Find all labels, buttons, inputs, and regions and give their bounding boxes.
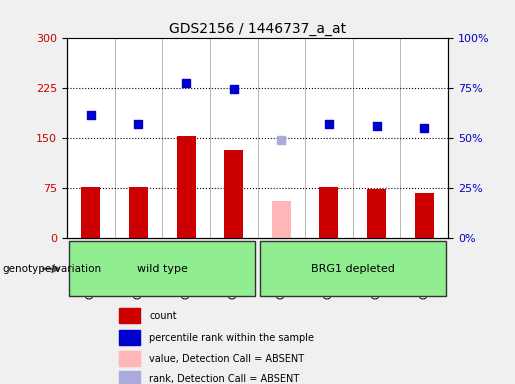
Text: percentile rank within the sample: percentile rank within the sample (149, 333, 314, 343)
Point (420, 124, 428, 131)
Bar (119, 351, 141, 366)
Point (87, 112, 95, 118)
Point (182, 80, 190, 86)
Bar (119, 308, 141, 323)
Bar (81, 187, 100, 238)
Text: value, Detection Call = ABSENT: value, Detection Call = ABSENT (149, 354, 304, 364)
FancyBboxPatch shape (260, 241, 445, 296)
Bar (367, 189, 386, 238)
Text: BRG1 depleted: BRG1 depleted (311, 264, 394, 274)
Text: rank, Detection Call = ABSENT: rank, Detection Call = ABSENT (149, 374, 299, 384)
Bar (129, 187, 148, 238)
Bar (224, 149, 243, 238)
FancyBboxPatch shape (70, 241, 255, 296)
Bar (119, 371, 141, 384)
Bar (319, 187, 338, 238)
Point (134, 121, 143, 127)
Bar (177, 136, 196, 238)
Text: wild type: wild type (137, 264, 187, 274)
Point (277, 136, 285, 142)
Point (325, 121, 333, 127)
Text: count: count (149, 311, 177, 321)
Title: GDS2156 / 1446737_a_at: GDS2156 / 1446737_a_at (169, 22, 346, 36)
Bar (415, 193, 434, 238)
Text: genotype/variation: genotype/variation (3, 264, 101, 274)
Bar (272, 202, 291, 238)
Point (372, 123, 381, 129)
Bar (119, 330, 141, 345)
Point (230, 86, 238, 92)
